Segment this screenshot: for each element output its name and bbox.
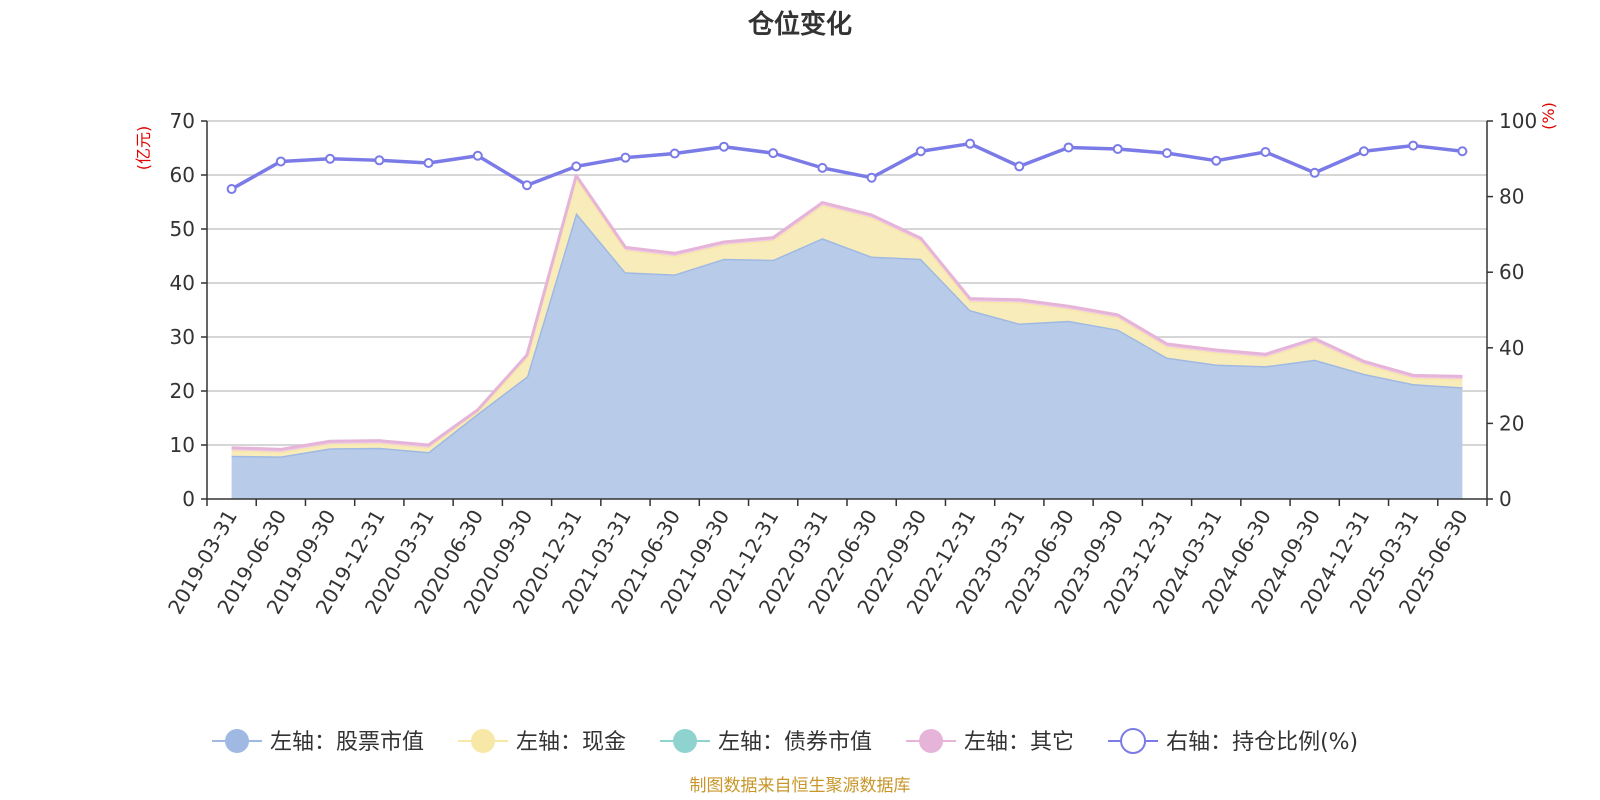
chart-title: 仓位变化 [747, 9, 852, 40]
left-tick-label: 40 [170, 271, 195, 295]
area-line-左轴：其它 [231, 174, 1463, 451]
right-tick-label: 60 [1499, 260, 1524, 284]
legend-label: 右轴：持仓比例(%) [1166, 730, 1358, 755]
legend-label: 左轴：债券市值 [718, 730, 872, 755]
area-左轴：股票市值 [231, 212, 1463, 500]
legend-label: 左轴：其它 [964, 730, 1074, 755]
ratio-point [915, 146, 926, 157]
ratio-point [1112, 143, 1123, 154]
legend-marker [225, 729, 249, 753]
left-tick-label: 20 [170, 379, 195, 403]
ratio-point [965, 138, 976, 149]
area-line-左轴：现金 [231, 176, 1463, 454]
right-tick-label: 40 [1499, 336, 1524, 360]
right-axis-unit: (%) [1539, 102, 1558, 130]
holding-ratio-line [226, 138, 1468, 195]
left-tick-label: 60 [170, 163, 195, 187]
ratio-point [1014, 161, 1025, 172]
legend-marker [919, 729, 944, 753]
right-tick-label: 80 [1499, 185, 1524, 209]
legend-item[interactable]: 左轴：现金 [458, 729, 626, 755]
right-tick-label: 20 [1499, 411, 1524, 435]
stacked-areas [231, 174, 1463, 500]
ratio-point [472, 150, 483, 161]
left-axis-unit: (亿元) [134, 126, 153, 171]
legend: 左轴：股票市值 左轴：现金 左轴：债券市值 左轴：其它 右轴：持仓比例(%) [212, 728, 1358, 755]
ratio-point [1309, 167, 1320, 178]
ratio-point [817, 162, 828, 173]
ratio-point [718, 141, 729, 152]
legend-item[interactable]: 右轴：持仓比例(%) [1108, 728, 1358, 755]
legend-item[interactable]: 左轴：股票市值 [212, 729, 424, 755]
data-source: 制图数据来自恒生聚源数据库 [690, 776, 911, 796]
left-tick-label: 50 [170, 217, 195, 241]
ratio-point [374, 155, 385, 166]
legend-marker [471, 729, 496, 753]
ratio-point [1260, 146, 1271, 157]
ratio-point [571, 161, 582, 172]
ratio-point [866, 172, 877, 183]
legend-label: 左轴：现金 [516, 730, 626, 755]
ratio-point [1358, 146, 1369, 157]
legend-item[interactable]: 左轴：其它 [906, 729, 1074, 755]
ratio-point [1408, 140, 1419, 151]
ratio-point [226, 184, 237, 195]
ratio-point [522, 180, 532, 191]
right-tick-label: 0 [1499, 487, 1512, 511]
ratio-point [768, 148, 779, 159]
legend-marker [673, 729, 698, 753]
ratio-point [423, 157, 434, 168]
ratio-point [669, 148, 680, 159]
legend-item[interactable]: 左轴：债券市值 [660, 729, 872, 755]
ratio-line [230, 141, 1463, 191]
legend-marker [1120, 728, 1147, 754]
ratio-point [620, 152, 631, 163]
ratio-point [275, 156, 286, 167]
right-tick-label: 100 [1499, 109, 1537, 133]
ratio-point [1211, 155, 1222, 166]
area-左轴：现金 [231, 178, 1463, 457]
ratio-point [1162, 148, 1172, 159]
ratio-point [1063, 142, 1074, 153]
left-tick-label: 0 [182, 487, 195, 511]
left-tick-label: 30 [170, 325, 195, 349]
ratio-point [325, 153, 336, 164]
ratio-point [1457, 146, 1468, 157]
legend-label: 左轴：股票市值 [270, 730, 424, 755]
left-tick-label: 10 [170, 433, 195, 457]
left-tick-label: 70 [170, 109, 195, 133]
